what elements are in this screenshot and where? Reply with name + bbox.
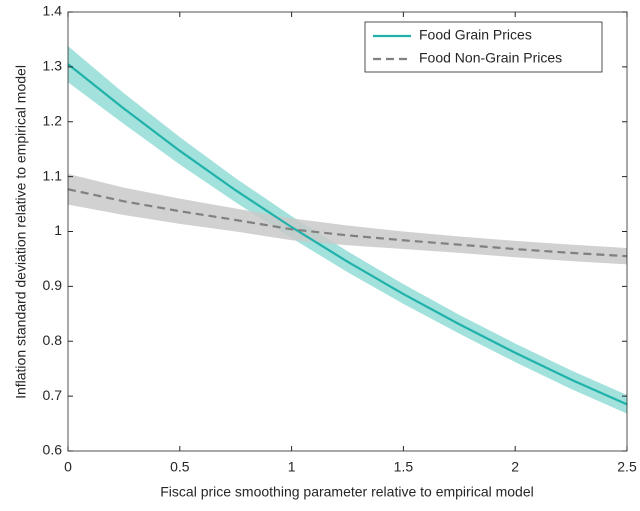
y-tick-label: 1.2 [43, 112, 63, 128]
y-tick-label: 0.6 [43, 442, 63, 458]
legend-label: Food Non-Grain Prices [419, 50, 562, 66]
x-tick-label: 2 [511, 459, 519, 475]
y-tick-label: 1.3 [43, 58, 63, 74]
x-tick-label: 2.5 [617, 459, 637, 475]
y-tick-label: 0.8 [43, 332, 63, 348]
y-axis-label: Inflation standard deviation relative to… [13, 65, 29, 399]
y-tick-label: 1.4 [43, 3, 63, 19]
legend-label: Food Grain Prices [419, 27, 532, 43]
confidence-band [68, 46, 627, 414]
x-tick-label: 1.5 [394, 459, 414, 475]
x-axis-label: Fiscal price smoothing parameter relativ… [160, 484, 533, 500]
series-line [67, 63, 628, 406]
series-line [67, 188, 628, 258]
x-tick-label: 1 [288, 459, 296, 475]
x-tick-label: 0 [64, 459, 72, 475]
confidence-band [68, 173, 627, 265]
x-tick-label: 0.5 [170, 459, 190, 475]
y-tick-label: 0.7 [43, 387, 63, 403]
y-tick-label: 1.1 [43, 167, 63, 183]
y-tick-label: 0.9 [43, 277, 63, 293]
y-tick-label: 1 [54, 222, 62, 238]
legend-box [364, 21, 603, 73]
